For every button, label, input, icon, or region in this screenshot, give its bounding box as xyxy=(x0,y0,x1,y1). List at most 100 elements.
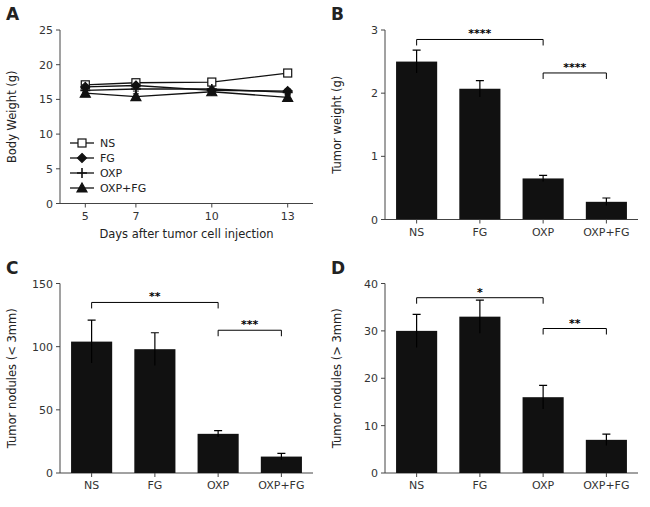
panel: D 0 10 20 30 40 Tumor nodules (> 3mm) NS FG OXP OX… xyxy=(330,258,638,493)
error-bar xyxy=(602,198,610,206)
x-tick xyxy=(135,204,136,208)
significance-label: *** xyxy=(241,318,259,331)
x-tick xyxy=(479,220,480,224)
y-tick-label: 10 xyxy=(364,420,378,433)
y-tick-label: 10 xyxy=(39,128,53,141)
panel-label: B xyxy=(331,4,344,24)
x-tick-label: OXP xyxy=(532,479,554,492)
bar xyxy=(134,349,175,473)
y-tick xyxy=(56,168,60,169)
x-tick-label: NS xyxy=(84,479,99,492)
x-tick-label: NS xyxy=(409,479,424,492)
marker xyxy=(131,92,141,101)
y-tick-label: 40 xyxy=(364,278,378,291)
significance-label: **** xyxy=(563,61,586,74)
x-tick-label: FG xyxy=(472,479,487,492)
y-tick-label: 0 xyxy=(371,214,378,227)
y-tick-label: 0 xyxy=(46,467,53,480)
legend-label: FG xyxy=(100,152,115,165)
marker xyxy=(284,69,292,77)
y-tick xyxy=(381,378,385,379)
y-axis-label: Tumor weight (g) xyxy=(330,76,344,175)
x-tick xyxy=(287,204,288,208)
x-tick-label: OXP+FG xyxy=(583,479,629,492)
y-axis-label: Body Weight (g) xyxy=(5,70,19,163)
marker xyxy=(78,139,86,147)
y-tick xyxy=(56,473,60,474)
x-tick-label: OXP xyxy=(532,226,554,239)
series-line xyxy=(85,92,287,98)
x-axis-label: Days after tumor cell injection xyxy=(99,227,273,241)
significance-label: * xyxy=(477,286,483,299)
panel-label: A xyxy=(6,4,20,24)
y-axis-line xyxy=(60,284,61,474)
x-tick-label: NS xyxy=(409,226,424,239)
x-tick-label: OXP+FG xyxy=(583,226,629,239)
legend: NSFGOXPOXP+FG xyxy=(70,137,146,195)
annotations: *** xyxy=(417,286,607,335)
y-tick xyxy=(56,30,60,31)
x-tick xyxy=(416,473,417,477)
y-tick xyxy=(381,473,385,474)
y-tick xyxy=(381,425,385,426)
y-tick xyxy=(381,156,385,157)
y-tick-label: 1 xyxy=(371,150,378,163)
y-tick-label: 0 xyxy=(371,467,378,480)
panel: C050100150Tumor nodules (< 3mm)NSFGOXPOX… xyxy=(5,258,313,493)
significance-label: **** xyxy=(468,27,491,40)
y-tick xyxy=(56,64,60,65)
marker xyxy=(80,88,90,97)
bar xyxy=(523,178,564,219)
bar xyxy=(198,434,239,473)
error-bar xyxy=(413,314,421,347)
x-tick-label: 13 xyxy=(281,210,295,223)
panel-label: C xyxy=(6,258,18,278)
plot-area xyxy=(396,300,627,473)
y-tick-label: 20 xyxy=(364,372,378,385)
x-tick xyxy=(281,473,282,477)
marker xyxy=(78,154,87,163)
error-bar xyxy=(602,434,610,445)
error-bar xyxy=(476,300,484,333)
y-tick-label: 0 xyxy=(46,198,53,211)
y-tick xyxy=(56,134,60,135)
error-bar xyxy=(214,431,222,437)
y-tick-label: 50 xyxy=(39,404,53,417)
error-bar xyxy=(539,385,547,409)
y-axis-label: Tumor nodules (> 3mm) xyxy=(330,308,344,449)
x-tick xyxy=(218,473,219,477)
y-tick xyxy=(381,219,385,220)
annotations: ***** xyxy=(92,290,282,336)
x-tick xyxy=(479,473,480,477)
error-bar xyxy=(277,453,285,459)
panel: A0510152025Body Weight (g)571013Days aft… xyxy=(5,4,313,241)
error-bar xyxy=(539,175,547,181)
y-tick xyxy=(56,283,60,284)
plot-area xyxy=(71,320,302,473)
x-tick xyxy=(416,220,417,224)
x-tick xyxy=(606,473,607,477)
panel-label: D xyxy=(331,258,345,278)
y-tick-label: 2 xyxy=(371,87,378,100)
bar xyxy=(459,89,500,220)
y-axis-line xyxy=(60,30,61,204)
y-tick xyxy=(381,330,385,331)
y-tick-label: 5 xyxy=(46,163,53,176)
error-bar xyxy=(476,81,484,97)
significance-label: ** xyxy=(149,290,161,303)
y-tick-label: 30 xyxy=(364,325,378,338)
y-tick-label: 15 xyxy=(39,93,53,106)
figure: A0510152025Body Weight (g)571013Days aft… xyxy=(0,0,650,507)
annotations: **** **** xyxy=(417,27,607,78)
y-tick-label: 150 xyxy=(32,278,53,291)
y-tick xyxy=(56,409,60,410)
error-bar xyxy=(151,333,159,366)
plot-area xyxy=(396,50,627,219)
marker xyxy=(283,92,293,101)
y-tick xyxy=(56,99,60,100)
x-tick-label: OXP+FG xyxy=(258,479,304,492)
x-tick xyxy=(211,204,212,208)
marker xyxy=(207,86,216,95)
error-bar xyxy=(413,50,421,73)
bar xyxy=(396,62,437,220)
